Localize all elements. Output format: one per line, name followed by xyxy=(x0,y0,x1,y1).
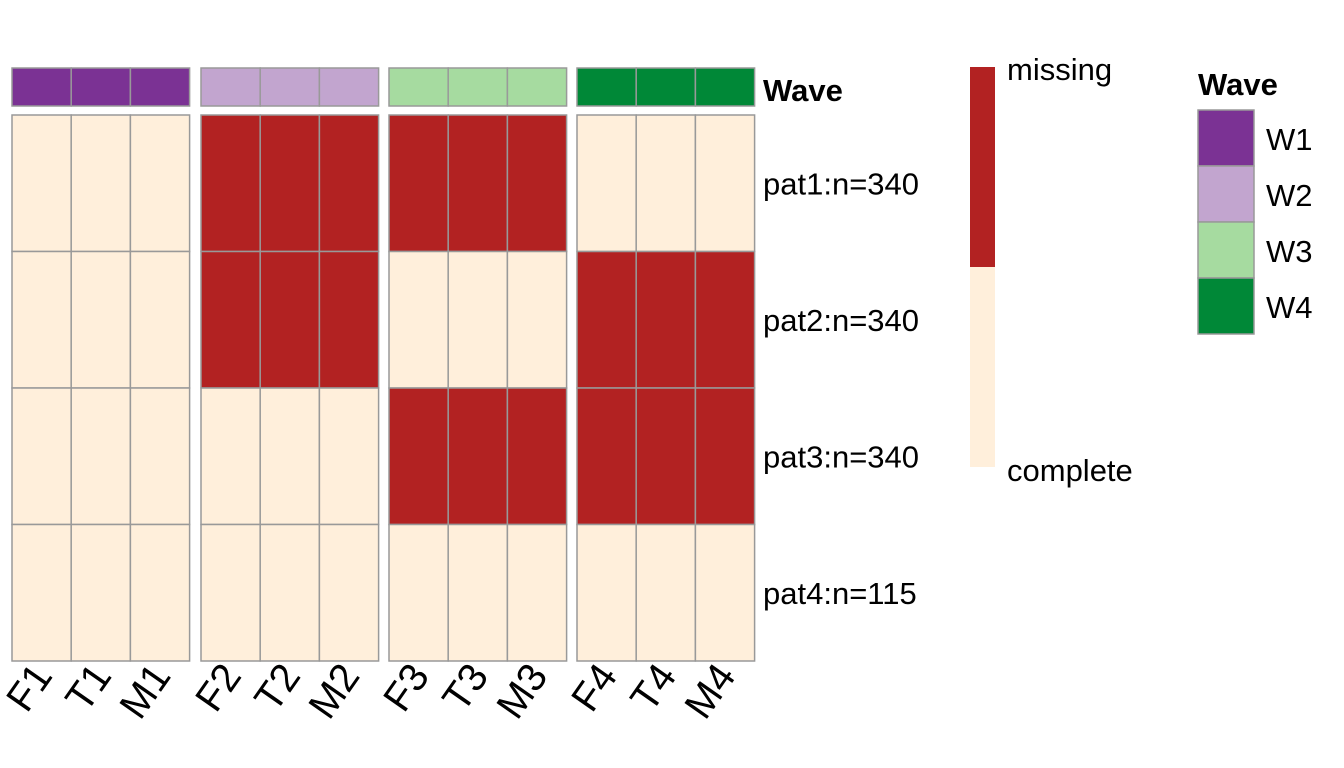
heatmap-cell xyxy=(694,387,756,526)
column-label: F2 xyxy=(187,656,250,719)
wave-legend-title: Wave xyxy=(1198,67,1278,102)
annotation-cell-F1 xyxy=(11,67,72,107)
heatmap-cell xyxy=(259,114,321,253)
heatmap-cell xyxy=(318,523,380,662)
row-label: pat3:n=340 xyxy=(763,439,919,474)
annotation-label: Wave xyxy=(763,73,843,108)
heatmap-cell xyxy=(388,114,449,253)
row-label: pat2:n=340 xyxy=(763,303,919,338)
heatmap-cell xyxy=(694,250,756,389)
heatmap-cell xyxy=(11,114,72,253)
wave-annotation-bar xyxy=(11,67,756,107)
column-label: F4 xyxy=(563,656,626,719)
heatmap-cell xyxy=(635,523,697,662)
heatmap-cell xyxy=(506,387,568,526)
column-label: F1 xyxy=(0,656,61,719)
annotation-cell-T4 xyxy=(635,67,697,107)
wave-legend-swatch-W2 xyxy=(1197,165,1255,223)
heatmap-cell xyxy=(694,114,756,253)
annotation-cell-M4 xyxy=(694,67,756,107)
heatmap-cell xyxy=(200,387,261,526)
heatmap-cell xyxy=(388,387,449,526)
heatmap-cell xyxy=(259,523,321,662)
annotation-cell-T1 xyxy=(70,67,132,107)
heatmap-cell xyxy=(129,250,191,389)
column-label: M3 xyxy=(488,656,556,727)
heatmap-cell xyxy=(447,387,509,526)
wave-legend-label: W2 xyxy=(1266,178,1313,213)
heatmap-cell xyxy=(318,114,380,253)
column-label: T2 xyxy=(246,656,309,719)
heatmap-cell xyxy=(200,523,261,662)
legend-swatch-missing xyxy=(970,67,995,267)
heatmap-cell xyxy=(11,387,72,526)
column-label: T1 xyxy=(57,656,120,719)
heatmap-cell xyxy=(388,250,449,389)
column-label: F3 xyxy=(375,656,438,719)
heatmap-cell xyxy=(447,523,509,662)
column-label: T4 xyxy=(622,656,685,719)
heatmap-cell xyxy=(70,523,132,662)
legend-label-missing: missing xyxy=(1007,52,1112,87)
annotation-cell-T2 xyxy=(259,67,321,107)
heatmap-cell xyxy=(318,387,380,526)
heatmap-cell xyxy=(11,250,72,389)
annotation-cell-T3 xyxy=(447,67,509,107)
heatmap-cell xyxy=(129,523,191,662)
heatmap-cell xyxy=(200,114,261,253)
legend-label-complete: complete xyxy=(1007,453,1133,488)
annotation-cell-F3 xyxy=(388,67,449,107)
column-label: M4 xyxy=(676,656,744,727)
annotation-cell-F2 xyxy=(200,67,261,107)
heatmap-cells xyxy=(11,114,756,662)
heatmap-cell xyxy=(506,250,568,389)
wave-legend-swatch-W4 xyxy=(1197,277,1255,335)
heatmap-cell xyxy=(129,387,191,526)
legend-swatch-complete xyxy=(970,267,995,467)
heatmap-cell xyxy=(576,250,637,389)
heatmap-cell xyxy=(70,114,132,253)
heatmap-cell xyxy=(576,523,637,662)
column-label: M1 xyxy=(111,656,179,727)
annotation-cell-M3 xyxy=(506,67,568,107)
wave-legend-label: W4 xyxy=(1266,290,1313,325)
wave-legend-label: W3 xyxy=(1266,234,1313,269)
wave-legend: Wave W1 W2 W3 W4 xyxy=(1197,67,1313,335)
annotation-cell-F4 xyxy=(576,67,637,107)
heatmap-cell xyxy=(129,114,191,253)
heatmap-cell xyxy=(318,250,380,389)
wave-legend-swatch-W3 xyxy=(1197,221,1255,279)
value-legend: missing complete xyxy=(970,52,1133,488)
heatmap-cell xyxy=(635,114,697,253)
heatmap-cell xyxy=(506,523,568,662)
heatmap-cell xyxy=(447,114,509,253)
heatmap-cell xyxy=(200,250,261,389)
heatmap-cell xyxy=(576,387,637,526)
row-label: pat4:n=115 xyxy=(763,576,917,611)
heatmap-cell xyxy=(576,114,637,253)
wave-legend-swatch-W1 xyxy=(1197,109,1255,167)
heatmap-cell xyxy=(259,250,321,389)
heatmap-cell xyxy=(635,250,697,389)
row-labels: pat1:n=340 pat2:n=340 pat3:n=340 pat4:n=115 xyxy=(763,166,919,611)
column-label: T3 xyxy=(434,656,497,719)
annotation-cell-M2 xyxy=(318,67,380,107)
wave-legend-label: W1 xyxy=(1266,122,1313,157)
heatmap-cell xyxy=(259,387,321,526)
row-label: pat1:n=340 xyxy=(763,166,919,201)
column-label: M2 xyxy=(300,656,368,727)
heatmap-cell xyxy=(11,523,72,662)
annotation-cell-M1 xyxy=(129,67,191,107)
heatmap-cell xyxy=(70,250,132,389)
heatmap-cell xyxy=(635,387,697,526)
heatmap-cell xyxy=(447,250,509,389)
heatmap-cell xyxy=(70,387,132,526)
heatmap-cell xyxy=(506,114,568,253)
heatmap-cell xyxy=(388,523,449,662)
heatmap-cell xyxy=(694,523,756,662)
